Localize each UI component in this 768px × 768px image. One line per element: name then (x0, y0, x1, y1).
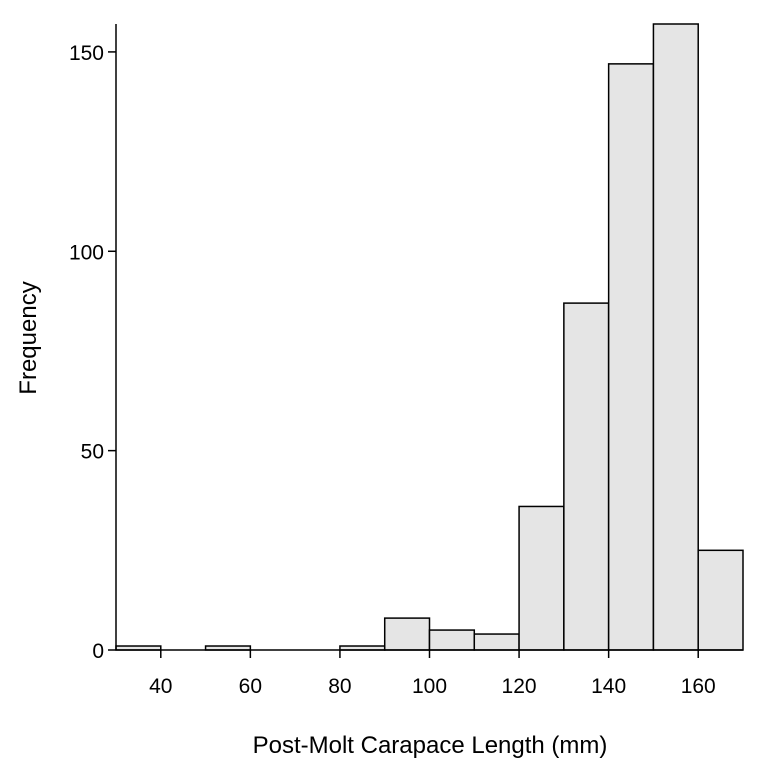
x-tick-label: 120 (502, 675, 537, 698)
histogram-bar-100-110 (428, 629, 476, 651)
x-tick-label: 40 (149, 675, 172, 698)
x-tick-label: 160 (681, 675, 716, 698)
x-tick-label: 100 (412, 675, 447, 698)
bars-group (115, 23, 744, 651)
x-tick-label: 140 (591, 675, 626, 698)
x-tick-label: 80 (328, 675, 351, 698)
y-ticks-group: 0 50 100 150 (69, 42, 116, 663)
histogram-bar-130-140 (563, 302, 610, 651)
y-tick-label: 50 (81, 441, 104, 464)
y-axis-title: Frequency (15, 281, 42, 394)
histogram-bar-160-170 (697, 549, 744, 651)
histogram-bar-90-100 (383, 617, 431, 651)
histogram-bar-150-160 (652, 23, 699, 651)
x-axis-title: Post-Molt Carapace Length (mm) (253, 732, 608, 759)
x-ticks-group: 40 60 80 100 120 140 160 (149, 650, 716, 698)
y-tick-label: 0 (92, 640, 104, 663)
histogram-bar-120-130 (518, 505, 565, 651)
histogram-bar-110-120 (473, 633, 520, 651)
y-tick-label: 150 (69, 42, 104, 65)
y-tick-label: 100 (69, 241, 104, 264)
x-tick-label: 60 (239, 675, 262, 698)
histogram-bar-140-150 (607, 63, 655, 651)
